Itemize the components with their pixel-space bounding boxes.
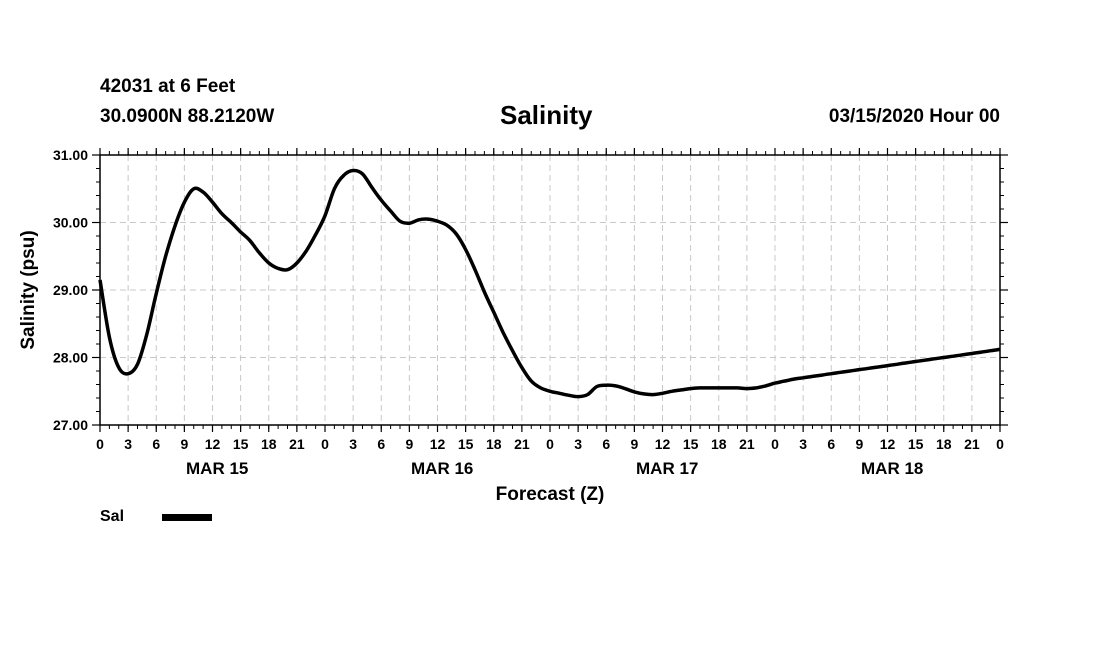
x-tick-label: 18: [486, 436, 502, 452]
y-tick-label: 28.00: [53, 350, 88, 366]
x-tick-label: 9: [405, 436, 413, 452]
legend: Sal: [100, 508, 212, 526]
station-coordinates: 30.0900N 88.2120W: [100, 106, 275, 127]
x-tick-label: 21: [289, 436, 305, 452]
forecast-run-time: 03/15/2020 Hour 00: [828, 106, 1000, 127]
x-tick-label: 0: [996, 436, 1004, 452]
x-tick-label: 6: [377, 436, 385, 452]
x-tick-label: 9: [855, 436, 863, 452]
day-label: MAR 15: [186, 459, 248, 478]
y-tick-label: 27.00: [53, 417, 88, 433]
station-id-depth: 42031 at 6 Feet: [100, 76, 236, 97]
chart-title: Salinity: [500, 100, 593, 130]
y-tick-label: 31.00: [53, 147, 88, 163]
y-tick-label: 30.00: [53, 215, 88, 231]
salinity-series-line: [98, 168, 1001, 399]
x-tick-label: 15: [458, 436, 474, 452]
x-tick-label: 6: [602, 436, 610, 452]
x-tick-label: 9: [630, 436, 638, 452]
x-tick-label: 3: [799, 436, 807, 452]
x-tick-label: 12: [880, 436, 896, 452]
x-tick-label: 15: [233, 436, 249, 452]
x-tick-label: 0: [771, 436, 779, 452]
x-tick-label: 9: [180, 436, 188, 452]
x-tick-label: 3: [349, 436, 357, 452]
axis-ticks: [92, 148, 1008, 432]
x-tick-label: 21: [514, 436, 530, 452]
x-tick-label: 3: [574, 436, 582, 452]
x-tick-label: 6: [827, 436, 835, 452]
x-tick-label: 12: [655, 436, 671, 452]
x-tick-label: 15: [908, 436, 924, 452]
x-tick-labels: 0 3 6 9 12 15 18 21 0 3 6 9 12 15 18 21 0 3 6 9 12 15 18 21 0 3 6 9…: [96, 436, 1004, 452]
x-tick-label: 0: [546, 436, 554, 452]
day-label: MAR 16: [411, 459, 473, 478]
x-tick-label: 3: [124, 436, 132, 452]
day-label: MAR 18: [861, 459, 923, 478]
x-tick-label: 21: [739, 436, 755, 452]
x-tick-label: 21: [964, 436, 980, 452]
y-tick-label: 29.00: [53, 282, 88, 298]
x-tick-label: 15: [683, 436, 699, 452]
x-tick-label: 0: [321, 436, 329, 452]
legend-swatch: [162, 513, 212, 521]
x-tick-label: 0: [96, 436, 104, 452]
y-axis-title: Salinity (psu): [18, 230, 39, 349]
x-tick-label: 18: [711, 436, 727, 452]
x-tick-label: 6: [152, 436, 160, 452]
grid-lines: [100, 155, 1000, 425]
day-labels: MAR 15 MAR 16 MAR 17 MAR 18: [186, 459, 923, 478]
x-tick-label: 18: [936, 436, 952, 452]
day-label: MAR 17: [636, 459, 698, 478]
x-tick-label: 12: [205, 436, 221, 452]
x-axis-title: Forecast (Z): [496, 484, 605, 505]
y-tick-labels: 27.00 28.00 29.00 30.00 31.00: [53, 147, 88, 433]
x-tick-label: 18: [261, 436, 277, 452]
legend-label: Sal: [100, 508, 125, 525]
x-tick-label: 12: [430, 436, 446, 452]
